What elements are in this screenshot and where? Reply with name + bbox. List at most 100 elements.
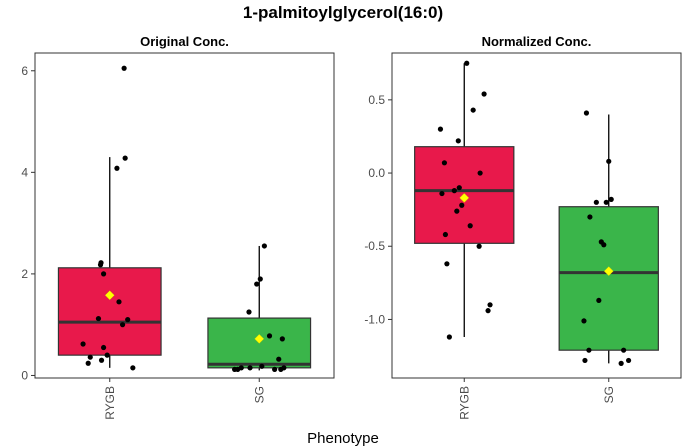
data-point	[439, 190, 445, 197]
data-point	[470, 107, 476, 113]
data-point	[587, 214, 593, 220]
boxes-original	[57, 65, 312, 372]
box-sg	[558, 110, 659, 366]
panel-title-original: Original Conc.	[140, 34, 229, 49]
data-point	[130, 365, 136, 371]
x-axis-original: RYGB SG	[103, 378, 266, 420]
x-axis-label: Phenotype	[307, 430, 379, 447]
data-point	[601, 242, 607, 248]
box-body	[57, 267, 162, 356]
data-point	[593, 199, 599, 205]
boxes-normalized	[414, 60, 659, 366]
y-tick-label: 6	[21, 64, 28, 78]
data-point	[608, 196, 614, 202]
data-point	[279, 336, 285, 342]
y-tick-label: -1.0	[364, 312, 385, 326]
data-point	[100, 271, 107, 277]
data-point	[261, 243, 267, 249]
box-body	[558, 206, 659, 351]
y-tick-label: 0.0	[368, 166, 385, 180]
data-point	[596, 297, 602, 304]
data-point	[586, 347, 592, 353]
data-point	[80, 341, 86, 347]
y-axis-normalized: -1.0 -0.5 0.0 0.5	[364, 93, 392, 326]
box-rygb	[57, 65, 162, 371]
data-point	[477, 170, 483, 176]
mean-marker	[603, 266, 614, 276]
x-tick-label-rygb: RYGB	[457, 386, 471, 420]
y-tick-label: -0.5	[364, 239, 385, 253]
data-point	[467, 223, 473, 229]
y-tick-label: 0	[21, 368, 28, 382]
data-point	[254, 281, 260, 287]
y-tick-label: 0.5	[368, 93, 385, 107]
data-point	[125, 317, 131, 323]
data-point	[272, 366, 278, 372]
data-point	[119, 322, 126, 328]
y-axis-original: 0 2 4 6	[21, 64, 35, 382]
y-tick-label: 4	[21, 165, 28, 179]
data-point	[281, 365, 287, 371]
data-point	[100, 344, 107, 351]
chart-title: 1-palmitoylglycerol(16:0)	[243, 3, 443, 22]
data-point	[259, 363, 265, 369]
data-point	[456, 185, 462, 191]
mean-marker	[459, 193, 470, 203]
data-point	[276, 356, 282, 362]
panel-border-original	[34, 52, 335, 379]
data-point	[437, 126, 444, 132]
box-sg	[207, 243, 312, 372]
panel-title-normalized: Normalized Conc.	[482, 34, 592, 49]
box-rygb	[414, 60, 515, 340]
x-axis-normalized: RYGB SG	[457, 378, 616, 420]
data-point	[85, 360, 91, 366]
jitter-points	[437, 60, 493, 340]
data-point	[621, 347, 627, 353]
data-point	[116, 299, 122, 305]
data-point	[446, 334, 452, 340]
mean-marker	[104, 290, 115, 301]
data-point	[87, 354, 93, 360]
data-point	[464, 60, 470, 66]
data-point	[104, 352, 110, 358]
x-tick-label-sg: SG	[252, 386, 266, 403]
mean-marker	[254, 334, 265, 344]
x-tick-label-sg: SG	[602, 386, 616, 403]
data-point	[487, 302, 493, 308]
data-point	[603, 199, 609, 205]
panel-original: Original Conc. 0 2 4 6 RYGB SG	[21, 34, 335, 420]
data-point	[476, 243, 482, 249]
data-point	[606, 158, 612, 164]
panel-border-normalized	[391, 52, 682, 379]
data-point	[247, 365, 253, 371]
data-point	[454, 208, 460, 214]
data-point	[444, 261, 450, 267]
panel-normalized: Normalized Conc. -1.0 -0.5 0.0 0.5 RYGB SG	[364, 34, 682, 420]
data-point	[442, 231, 449, 238]
data-point	[485, 308, 491, 314]
data-point	[618, 360, 624, 366]
data-point	[238, 365, 244, 371]
data-point	[481, 91, 487, 97]
data-point	[114, 165, 120, 171]
data-point	[459, 202, 465, 208]
data-point	[581, 318, 587, 324]
data-point	[441, 160, 448, 166]
data-point	[98, 357, 105, 363]
data-point	[455, 138, 461, 144]
jitter-points	[80, 65, 136, 371]
data-point	[451, 188, 457, 194]
jitter-points	[581, 110, 632, 366]
y-tick-label: 2	[21, 267, 28, 281]
data-point	[122, 155, 128, 161]
jitter-points	[232, 243, 287, 372]
x-tick-label-rygb: RYGB	[103, 386, 117, 420]
data-point	[582, 357, 588, 364]
data-point	[95, 315, 102, 322]
data-point	[246, 309, 252, 315]
data-point	[98, 260, 104, 266]
data-point	[583, 110, 590, 116]
data-point	[257, 276, 263, 282]
data-point	[266, 333, 273, 339]
